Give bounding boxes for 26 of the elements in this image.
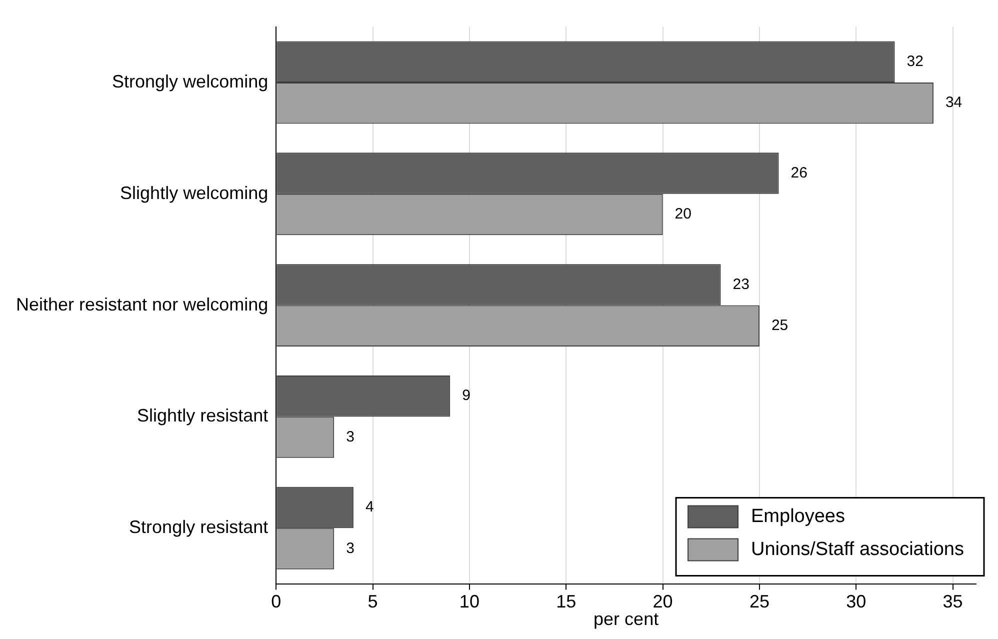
x-tick-label: 10 bbox=[459, 592, 480, 612]
data-label: 26 bbox=[790, 164, 808, 182]
y-tick-label: Strongly welcoming bbox=[112, 71, 268, 92]
x-tick-label: 0 bbox=[271, 592, 282, 612]
x-axis-title: per cent bbox=[594, 609, 659, 630]
data-label: 3 bbox=[346, 428, 354, 446]
data-label: 20 bbox=[674, 206, 692, 223]
data-label: 9 bbox=[462, 387, 470, 404]
y-tick-label: Neither resistant nor welcoming bbox=[16, 294, 268, 314]
legend-label: Employees bbox=[751, 506, 846, 528]
x-tick-label: 20 bbox=[652, 592, 673, 612]
x-tick-label: 35 bbox=[942, 592, 963, 612]
y-tick-label: Strongly resistant bbox=[129, 517, 268, 538]
data-label: 34 bbox=[945, 94, 962, 112]
x-tick-label: 15 bbox=[556, 592, 576, 612]
x-tick-label: 30 bbox=[846, 592, 866, 612]
y-tick-label: Slightly resistant bbox=[137, 406, 268, 426]
y-tick-label: Slightly welcoming bbox=[120, 182, 268, 203]
x-tick-label: 25 bbox=[749, 592, 770, 612]
x-tick-label: 5 bbox=[368, 592, 378, 612]
data-label: 25 bbox=[771, 317, 788, 334]
data-label: 32 bbox=[906, 53, 924, 70]
data-label: 23 bbox=[732, 276, 750, 293]
data-label: 4 bbox=[365, 498, 374, 516]
data-label: 3 bbox=[346, 540, 354, 557]
legend-label: Unions/Staff associations bbox=[751, 539, 964, 560]
